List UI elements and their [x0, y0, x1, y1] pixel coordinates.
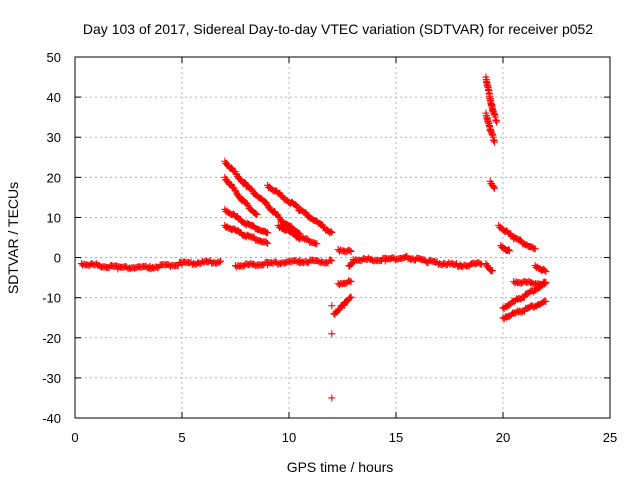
data-point [327, 227, 335, 235]
data-point [243, 200, 251, 208]
x-tick-label: 10 [282, 430, 296, 445]
data-point [346, 247, 354, 255]
data-point [252, 210, 260, 218]
data-point [328, 394, 336, 402]
data-point [347, 293, 355, 301]
x-tick-label: 5 [178, 430, 185, 445]
data-point [478, 260, 486, 268]
data-point [488, 267, 496, 275]
plot-frame [74, 56, 611, 419]
data-point [541, 266, 549, 274]
data-point [335, 306, 343, 314]
data-point [215, 258, 223, 266]
data-point [542, 268, 550, 276]
data-point [248, 185, 256, 193]
data-points [77, 73, 550, 402]
y-axis-label: SDTVAR / TECUs [5, 182, 21, 294]
data-point [327, 256, 335, 264]
data-point [328, 229, 336, 237]
x-tick-label: 15 [389, 430, 403, 445]
data-point [264, 229, 272, 237]
data-point [516, 236, 524, 244]
data-point [328, 302, 336, 310]
data-point [531, 245, 539, 253]
y-tick-label: -30 [42, 371, 61, 386]
data-point [328, 257, 336, 265]
data-point [262, 238, 270, 246]
data-point [253, 210, 261, 218]
data-point [542, 297, 550, 305]
axis-ticks [74, 56, 611, 419]
data-point [328, 330, 336, 338]
y-tick-label: 30 [47, 130, 61, 145]
data-point [347, 260, 355, 268]
data-point [227, 180, 235, 188]
data-point [293, 202, 301, 210]
y-tick-label: 10 [47, 210, 61, 225]
y-tick-label: -40 [42, 411, 61, 426]
data-point [490, 184, 498, 192]
y-tick-label: 0 [54, 251, 61, 266]
data-point [313, 240, 321, 248]
data-point [493, 118, 501, 126]
data-point [302, 209, 310, 217]
data-point [249, 221, 257, 229]
data-point [264, 239, 272, 247]
x-axis-label: GPS time / hours [287, 459, 394, 475]
data-point [347, 278, 355, 286]
data-point [504, 246, 512, 254]
x-tick-label: 0 [71, 430, 78, 445]
data-point [490, 183, 498, 191]
y-tick-label: -20 [42, 331, 61, 346]
y-tick-labels: -40 -30 -20 -10 0 10 20 30 40 50 [42, 50, 61, 426]
data-point [490, 138, 498, 146]
y-tick-label: 40 [47, 90, 61, 105]
y-tick-label: 50 [47, 50, 61, 65]
y-tick-label: 20 [47, 170, 61, 185]
data-point [542, 279, 550, 287]
data-point [217, 257, 225, 265]
x-tick-label: 20 [496, 430, 510, 445]
chart-title: Day 103 of 2017, Sidereal Day-to-day VTE… [83, 21, 593, 37]
data-point [228, 164, 236, 172]
grid-lines [75, 57, 610, 418]
data-point [341, 301, 349, 309]
y-tick-label: -10 [42, 291, 61, 306]
data-point [505, 247, 513, 255]
x-tick-label: 25 [603, 430, 617, 445]
x-tick-labels: 0 5 10 15 20 25 [71, 430, 617, 445]
data-point [347, 247, 355, 255]
data-point [541, 280, 549, 288]
